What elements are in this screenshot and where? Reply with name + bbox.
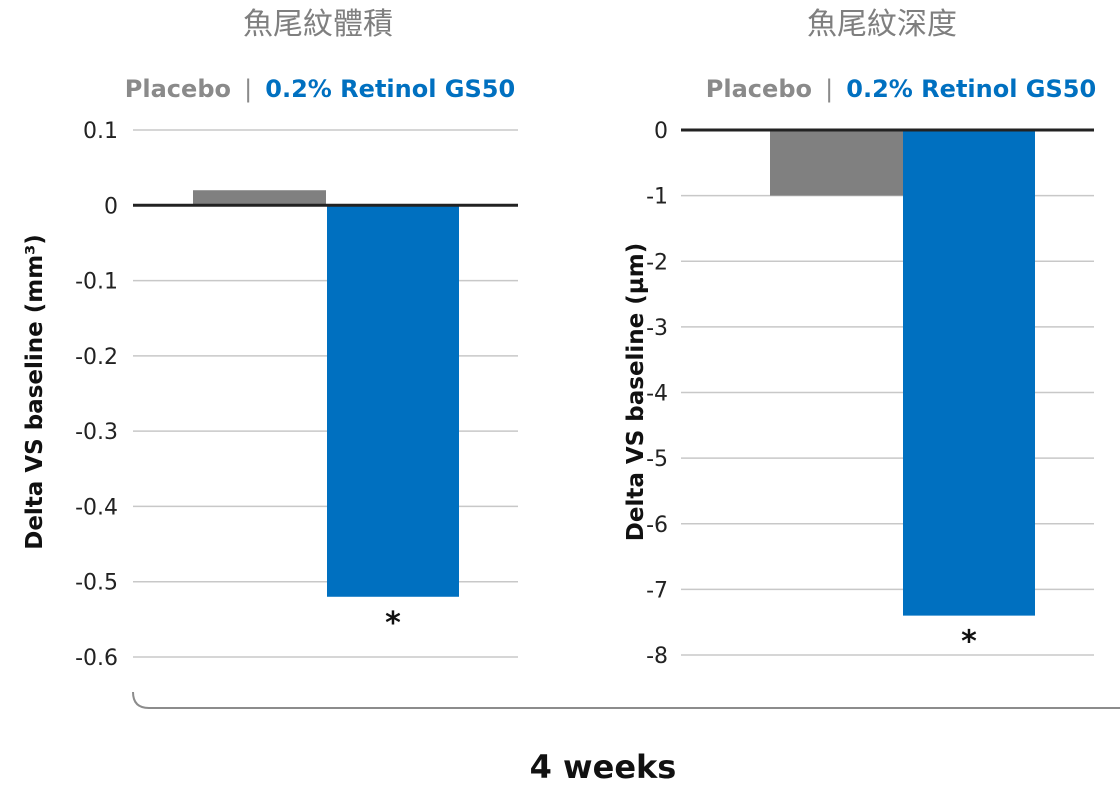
significance-marker: * [385,606,401,641]
y-tick-label: -6 [646,513,668,538]
significance-marker: * [961,625,977,660]
y-tick-label: -3 [646,316,668,341]
chart-depth: 魚尾紋深度 Placebo | 0.2% Retinol GS50 0 -1 -2 -… [623,7,1096,669]
bar-retinol [903,130,1035,616]
annotations: * [961,625,977,660]
y-tick-label: -0.1 [75,270,118,295]
y-tick-labels: 0.1 0 -0.1 -0.2 -0.3 -0.4 -0.5 -0.6 [75,119,118,671]
y-tick-label: 0 [104,194,118,219]
y-tick-label: 0 [654,119,668,144]
y-axis-label: Delta VS baseline (mm³) [22,234,48,550]
chart-volume: 魚尾紋體積 Placebo | 0.2% Retinol GS50 0.1 0 -0… [22,7,518,671]
y-tick-label: -7 [646,578,668,603]
y-tick-label: -0.4 [75,495,118,520]
bar-placebo [770,130,903,196]
legend-retinol: 0.2% Retinol GS50 [846,75,1096,103]
legend-separator: | [825,75,833,103]
y-tick-label: 0.1 [83,119,118,144]
y-tick-label: -8 [646,644,668,669]
legend-retinol: 0.2% Retinol GS50 [265,75,515,103]
y-tick-label: -0.2 [75,345,118,370]
period-label: 4 weeks [530,748,677,785]
y-tick-label: -4 [646,382,668,407]
legend-placebo: Placebo [706,75,812,103]
y-tick-label: -0.5 [75,571,118,596]
y-tick-label: -0.3 [75,420,118,445]
y-tick-label: -5 [646,447,668,472]
y-axis-label: Delta VS baseline (µm) [623,243,649,541]
legend: Placebo | 0.2% Retinol GS50 [706,75,1096,103]
bar-retinol [327,205,459,597]
legend: Placebo | 0.2% Retinol GS50 [125,75,515,103]
period-bracket [132,691,1120,709]
bars [193,190,459,597]
bars [770,130,1035,616]
y-tick-label: -0.6 [75,646,118,671]
grid [133,129,518,658]
annotations: * [385,606,401,641]
legend-placebo: Placebo [125,75,231,103]
y-tick-label: -2 [646,250,668,275]
chart-title: 魚尾紋深度 [807,7,957,42]
chart-title: 魚尾紋體積 [243,7,393,42]
y-tick-label: -1 [646,185,668,210]
legend-separator: | [244,75,252,103]
y-tick-labels: 0 -1 -2 -3 -4 -5 -6 -7 -8 [646,119,668,669]
bar-placebo [193,190,326,206]
